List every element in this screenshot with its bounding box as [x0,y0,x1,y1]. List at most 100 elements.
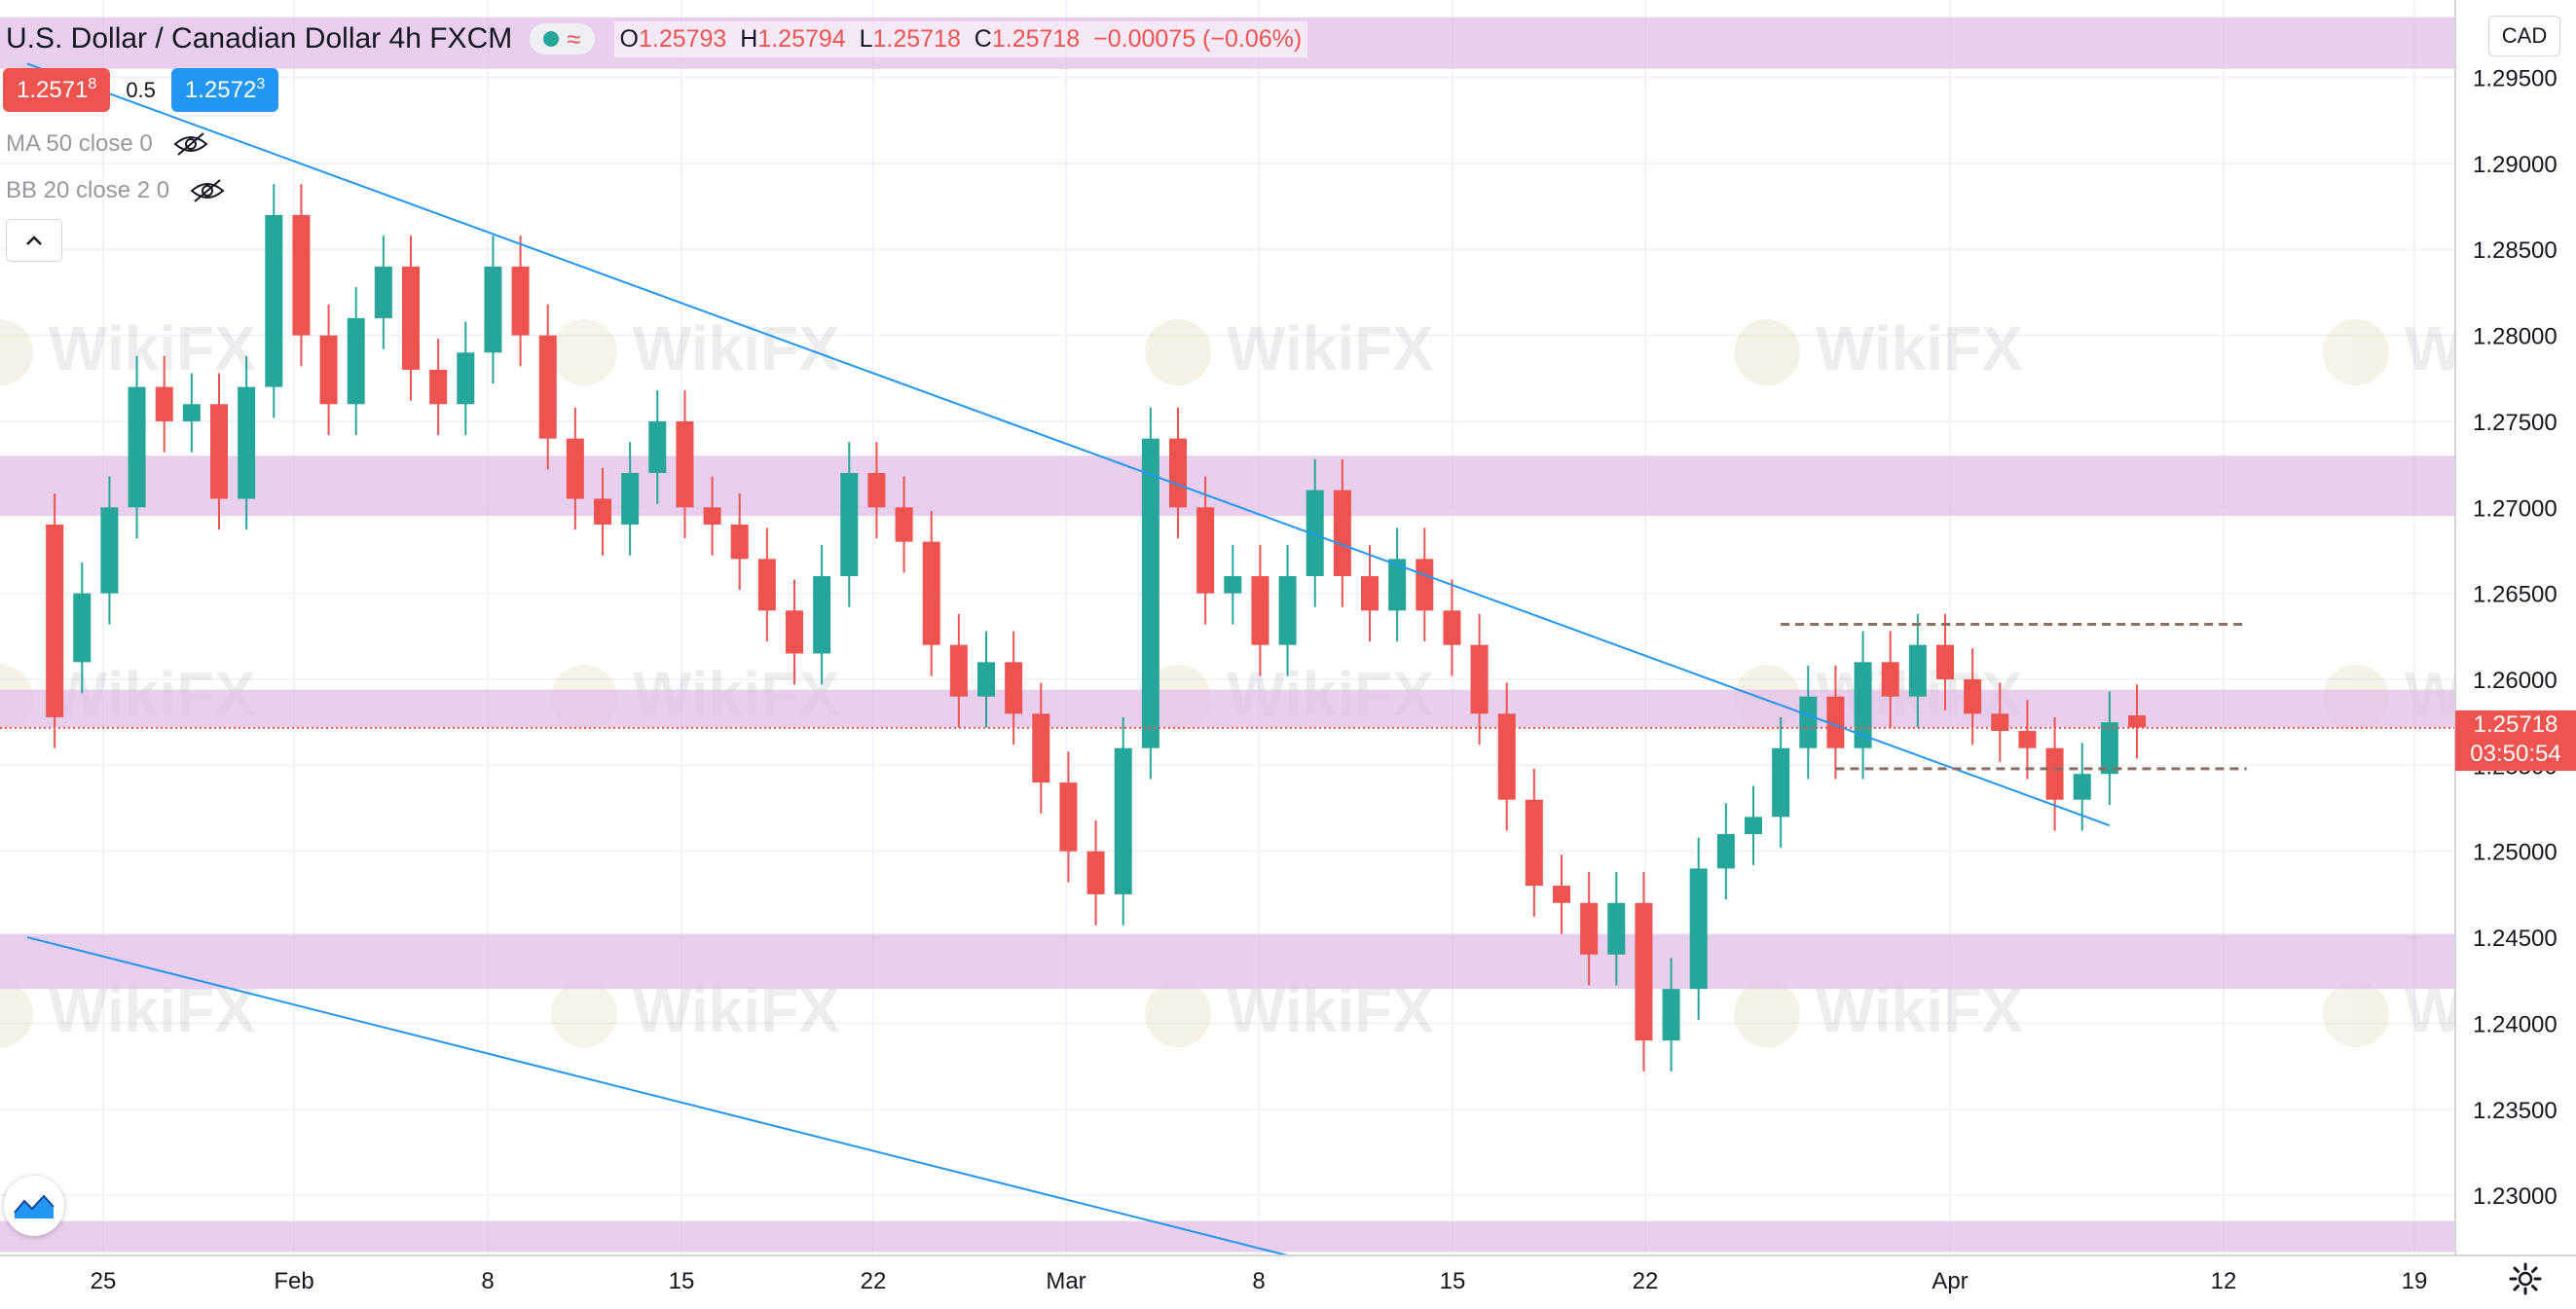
candle [182,373,201,453]
candle-body [73,593,92,663]
candle-body [2128,715,2146,728]
indicator-ma[interactable]: MA 50 close 0 [6,130,209,158]
candle-body [1114,747,1132,894]
candle-body [511,266,530,336]
price-axis-bg [2455,0,2576,1304]
candle-body [676,420,694,508]
drawings [0,62,2455,1256]
gear-icon [2509,1262,2542,1295]
collapse-legend-button[interactable] [6,219,62,262]
support-resistance-zones [0,17,2455,1253]
candle-body [155,386,173,421]
candle [730,493,749,591]
watermark-text: WikiFX [1816,313,2023,383]
candle [265,184,283,418]
candle-body [1662,989,1680,1041]
candle-body [374,266,392,318]
time-tick-label: 8 [481,1268,494,1294]
candle-body [895,507,913,542]
candle [429,339,448,436]
candle [1141,407,1159,780]
candle-body [648,420,667,473]
candle [1224,545,1242,625]
candle-body [1881,662,1899,697]
current-price-label: 1.25718 03:50:54 [2455,710,2576,771]
candle [1662,958,1680,1072]
candle-body [1908,644,1927,697]
candle-body [347,317,365,405]
candle [1826,665,1845,780]
candle-body [867,472,886,508]
candle-body [538,335,557,439]
candle [1443,579,1461,676]
candle [840,442,859,607]
price-tick-label: 1.28000 [2473,324,2558,350]
candle-body [1141,438,1159,748]
market-open-dot-icon [543,31,560,47]
change-value: −0.00075 (−0.06%) [1093,24,1303,53]
watermark-logo-icon [551,319,617,385]
candle [347,287,365,436]
candle [1251,545,1270,676]
price-tick-label: 1.24000 [2473,1011,2558,1037]
price-axis: 1.29500 1.29000 1.28500 1.28000 1.27500 1.270… [2454,0,2576,1304]
eye-hidden-icon[interactable] [172,131,209,157]
candle-body [457,352,475,405]
candle [1114,716,1132,926]
candle [155,355,173,453]
candle [1470,613,1489,745]
candle-body [1580,902,1599,955]
buy-button[interactable]: 1.25723 [170,68,279,112]
price-tick-label: 1.24500 [2473,926,2558,952]
watermark: WikiFX [551,313,840,385]
time-tick-label: 22 [861,1268,887,1294]
chart-legend: U.S. Dollar / Canadian Dollar 4h FXCM ≈ … [0,12,1308,66]
candle [1497,682,1516,831]
eye-hidden-icon[interactable] [189,178,226,203]
watermark-logo-icon [0,981,33,1047]
candle-body [1607,902,1626,955]
price-tick-label: 1.28500 [2473,237,2558,264]
candle [1854,631,1872,780]
candle-body [1826,696,1845,748]
candle-body [1278,575,1297,645]
candle [1196,476,1215,625]
candle [292,184,311,367]
candle-body [2045,747,2064,800]
sell-button[interactable]: 1.25718 [3,68,111,112]
price-tick-label: 1.23000 [2473,1183,2558,1210]
candle-body [2073,774,2091,800]
market-status[interactable]: ≈ [530,23,595,55]
candle [703,476,721,556]
watermark-text: WikiFX [1227,313,1434,383]
candle-body [1361,575,1379,611]
candle-body [1772,747,1790,818]
chart-settings-button[interactable] [2504,1257,2547,1300]
candle [1388,527,1407,642]
indicator-bb[interactable]: BB 20 close 2 0 [6,177,226,204]
watermark-logo-icon [2323,981,2389,1047]
price-tick-label: 1.23500 [2473,1098,2558,1124]
candle-body [1005,662,1023,714]
close-value: 1.25718 [991,24,1081,53]
time-tick-label: 19 [2402,1268,2428,1294]
candle-body [484,266,502,353]
candle [1169,407,1187,539]
currency-button[interactable]: CAD [2488,16,2560,56]
tradingview-logo-button[interactable] [4,1176,64,1236]
candle-body [1799,696,1818,748]
candle-body [429,369,448,405]
candle [402,236,420,401]
symbol-name: U.S. Dollar / Canadian Dollar [6,22,382,55]
candle [648,390,667,504]
watermark-logo-icon [2323,319,2389,385]
symbol-title[interactable]: U.S. Dollar / Canadian Dollar 4h FXCM [0,22,512,55]
high-value: 1.25794 [757,24,846,53]
watermark: WikiFX [0,313,256,385]
delayed-data-icon: ≈ [567,24,581,54]
watermark-logo-icon [1734,319,1800,385]
price-tick-label: 1.25000 [2473,840,2558,866]
data-source: FXCM [429,22,513,55]
